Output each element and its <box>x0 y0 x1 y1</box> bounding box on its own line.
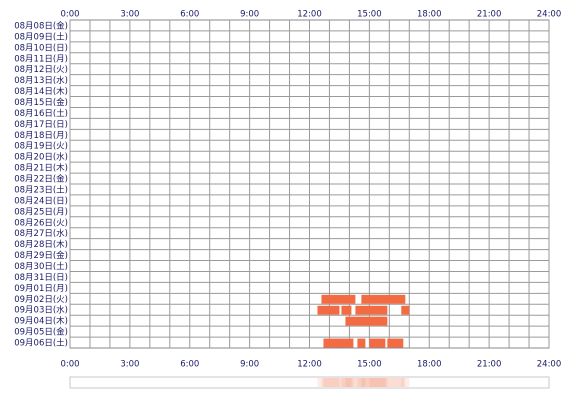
summary-block <box>323 378 354 387</box>
activity-block <box>401 305 410 315</box>
row-label: 08月13日(水) <box>14 75 68 86</box>
x-tick-label: 3:00 <box>120 10 139 20</box>
row-label: 08月16日(土) <box>14 108 68 119</box>
row-label: 08月21日(木) <box>14 163 68 174</box>
row-label: 08月24日(日) <box>14 196 68 206</box>
x-tick-label: 12:00 <box>297 360 322 370</box>
row-label: 08月25日(月) <box>14 207 68 217</box>
x-tick-label: 21:00 <box>477 360 502 370</box>
x-tick-label: 3:00 <box>120 360 139 370</box>
x-tick-label: 15:00 <box>357 10 382 20</box>
activity-block <box>341 305 352 315</box>
summary-block <box>357 378 366 387</box>
x-tick-label: 24:00 <box>537 10 562 20</box>
activity-block <box>317 305 340 315</box>
row-label: 09月04日(木) <box>14 316 68 327</box>
activity-block <box>361 294 406 304</box>
activity-block <box>357 338 366 348</box>
row-label: 08月23日(土) <box>14 184 68 195</box>
x-tick-label: 0:00 <box>60 10 79 20</box>
summary-strip <box>69 376 550 389</box>
summary-block <box>361 378 406 387</box>
row-label: 08月26日(火) <box>14 218 68 228</box>
row-label: 08月12日(火) <box>14 65 68 75</box>
row-label: 09月01日(月) <box>14 284 68 294</box>
row-label: 08月14日(木) <box>14 86 68 97</box>
x-tick-label: 0:00 <box>60 360 79 370</box>
row-label: 08月18日(月) <box>14 131 68 141</box>
row-label: 08月31日(日) <box>14 273 68 283</box>
activity-block <box>345 316 388 326</box>
activity-block <box>355 305 388 315</box>
row-label: 08月17日(日) <box>14 120 68 130</box>
summary-block <box>345 378 388 387</box>
row-label: 08月29日(金) <box>14 250 68 261</box>
row-label: 08月15日(金) <box>14 97 68 108</box>
summary-block <box>355 378 388 387</box>
activity-block <box>369 338 386 348</box>
row-label: 08月27日(水) <box>14 228 68 239</box>
activity-block <box>321 294 356 304</box>
x-tick-label: 15:00 <box>357 360 382 370</box>
x-tick-label: 9:00 <box>240 10 259 20</box>
row-label: 08月08日(金) <box>14 20 68 31</box>
x-tick-label: 12:00 <box>297 10 322 20</box>
x-tick-label: 9:00 <box>240 360 259 370</box>
x-tick-label: 6:00 <box>180 360 199 370</box>
activity-block <box>323 338 354 348</box>
x-tick-label: 6:00 <box>180 10 199 20</box>
summary-block <box>401 378 410 387</box>
row-label: 08月19日(火) <box>14 142 68 152</box>
activity-block <box>387 338 404 348</box>
row-label: 09月03日(水) <box>14 305 68 316</box>
summary-block <box>387 378 404 387</box>
row-label: 08月20日(水) <box>14 152 68 163</box>
row-label: 08月10日(日) <box>14 43 68 53</box>
summary-block <box>369 378 386 387</box>
x-tick-label: 18:00 <box>417 360 442 370</box>
row-label: 08月09日(土) <box>14 31 68 42</box>
row-label: 08月11日(月) <box>14 54 68 64</box>
row-label: 09月06日(土) <box>14 338 68 349</box>
row-label: 08月30日(土) <box>14 261 68 272</box>
x-tick-label: 24:00 <box>537 360 562 370</box>
x-tick-label: 21:00 <box>477 10 502 20</box>
summary-block <box>341 378 352 387</box>
row-label: 09月05日(金) <box>14 327 68 338</box>
summary-block <box>321 378 356 387</box>
summary-block <box>317 378 340 387</box>
row-label: 09月02日(火) <box>14 295 68 305</box>
x-tick-label: 18:00 <box>417 10 442 20</box>
row-label: 08月28日(木) <box>14 239 68 250</box>
row-label: 08月22日(金) <box>14 174 68 185</box>
